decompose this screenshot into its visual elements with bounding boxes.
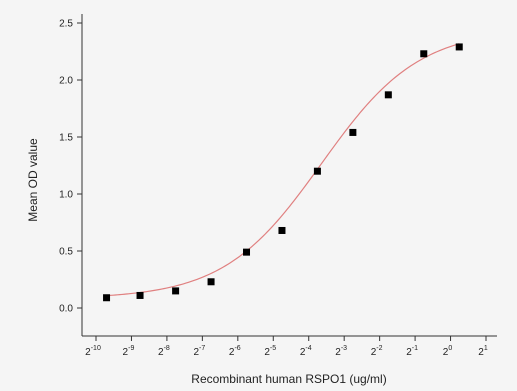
x-tick-label: 2-5 (264, 345, 276, 358)
x-tick-base: 2 (443, 347, 449, 358)
x-tick-exponent: -5 (270, 345, 276, 352)
data-point (384, 91, 392, 99)
x-tick-exponent: -3 (341, 345, 347, 352)
x-tick-base: 2 (264, 347, 270, 358)
x-tick-exponent: -1 (412, 345, 418, 352)
x-tick-label: 20 (443, 345, 453, 358)
x-tick-label: 2-7 (193, 345, 205, 358)
x-tick-label: 21 (478, 345, 488, 358)
x-tick-exponent: -7 (199, 345, 205, 352)
x-tick-base: 2 (193, 347, 199, 358)
x-tick-exponent: 1 (484, 345, 488, 352)
x-tick-base: 2 (406, 347, 412, 358)
x-tick-base: 2 (158, 347, 164, 358)
data-point (420, 50, 428, 58)
x-axis-title: Recombinant human RSPO1 (ug/ml) (191, 372, 386, 386)
data-point (349, 128, 357, 136)
x-tick-exponent: -8 (164, 345, 170, 352)
x-tick-exponent: -9 (128, 345, 134, 352)
y-tick-label: 0.5 (59, 247, 73, 258)
data-point (103, 294, 111, 302)
x-axis: 2-10 2-9 2-8 2-7 2-6 2-5 2-4 2-3 2-2 2-1 20 21 (82, 335, 497, 358)
x-tick-label: 2-10 (85, 345, 101, 358)
x-tick-exponent: -2 (376, 345, 382, 352)
x-tick-exponent: -6 (234, 345, 240, 352)
y-tick-label: 2.5 (59, 19, 73, 30)
data-point (172, 287, 180, 295)
x-tick-label: 2-2 (371, 345, 383, 358)
data-points-layer (103, 43, 463, 302)
x-tick-base: 2 (123, 347, 129, 358)
y-tick-label: 0.0 (59, 304, 73, 315)
y-axis: 0.0 0.5 1.0 1.5 2.0 2.5 (59, 14, 83, 336)
x-tick-exponent: -4 (305, 345, 311, 352)
x-tick-exponent: -10 (91, 345, 101, 352)
x-tick-base: 2 (300, 347, 306, 358)
y-ticks: 0.0 0.5 1.0 1.5 2.0 2.5 (59, 19, 82, 315)
data-point (136, 291, 144, 299)
y-tick-label: 1.0 (59, 190, 73, 201)
x-tick-base: 2 (229, 347, 235, 358)
y-tick-label: 1.5 (59, 133, 73, 144)
data-point (243, 248, 251, 256)
x-tick-base: 2 (335, 347, 341, 358)
x-tick-base: 2 (85, 347, 91, 358)
x-tick-base: 2 (478, 347, 484, 358)
data-point (207, 278, 215, 286)
x-tick-label: 2-9 (123, 345, 135, 358)
x-tick-label: 2-1 (406, 345, 418, 358)
fit-curve-layer (106, 43, 460, 297)
fit-curve (106, 43, 460, 297)
x-tick-exponent: 0 (448, 345, 452, 352)
data-point (278, 226, 286, 234)
y-tick-label: 2.0 (59, 76, 73, 87)
data-point (455, 43, 463, 51)
x-tick-label: 2-4 (300, 345, 312, 358)
y-axis-title: Mean OD value (26, 138, 40, 222)
data-point (313, 167, 321, 175)
x-tick-label: 2-8 (158, 345, 170, 358)
x-tick-label: 2-3 (335, 345, 347, 358)
x-tick-label: 2-6 (229, 345, 241, 358)
x-ticks: 2-10 2-9 2-8 2-7 2-6 2-5 2-4 2-3 2-2 2-1 20 21 (85, 336, 488, 358)
x-tick-base: 2 (371, 347, 377, 358)
